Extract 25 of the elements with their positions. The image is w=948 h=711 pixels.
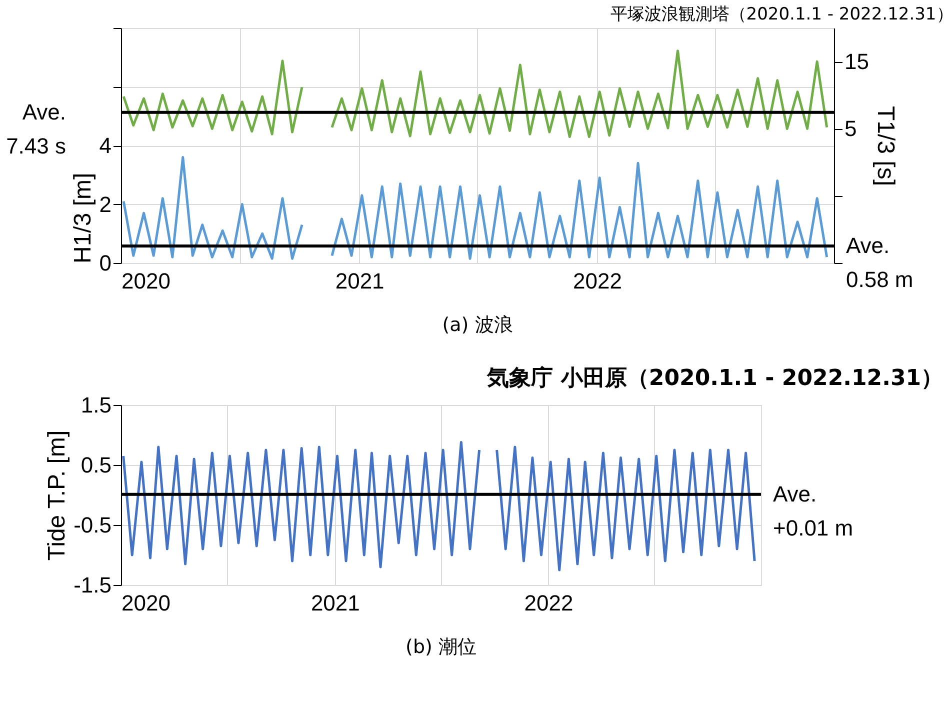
ref-line-label: Ave. +0.01 m	[773, 481, 854, 540]
x-tick-label: 2020	[122, 268, 170, 294]
x-tick-label: 2020	[122, 590, 170, 616]
y2-tick-label: 5	[844, 116, 857, 142]
y-tick-label: 0.5	[80, 452, 112, 478]
y-tick-label: -1.5	[74, 572, 112, 598]
y-axis-title: H1/3 [m]	[69, 172, 96, 264]
x-tick-label: 2022	[573, 268, 622, 294]
text: (b) 潮位	[406, 636, 476, 658]
y-axis-title: Tide T.P. [m]	[44, 430, 71, 561]
y2-tick-label: 15	[844, 49, 869, 74]
y-tick-label: -0.5	[74, 512, 112, 538]
chart-subtitle: 平塚波浪観測塔（2020.1.1 - 2022.12.31）	[610, 4, 948, 24]
ref-line-label: Ave. 0.58 m	[846, 232, 914, 292]
x-tick-label: 2021	[310, 590, 360, 616]
ref-line-label: Ave. 7.43 s	[6, 99, 66, 158]
y-tick-label: 0	[99, 250, 112, 276]
y-tick-label: 2	[99, 192, 112, 217]
y2-axis-title: T1/3 [s]	[872, 106, 899, 186]
y-tick-label: 4	[99, 133, 112, 158]
x-tick-label: 2022	[524, 590, 574, 616]
x-tick-label: 2021	[335, 268, 384, 294]
text: (a) 波浪	[442, 314, 513, 336]
y-tick-label: 1.5	[80, 392, 112, 418]
chart-title: 気象庁 小田原（2020.1.1 - 2022.12.31）	[486, 365, 944, 391]
